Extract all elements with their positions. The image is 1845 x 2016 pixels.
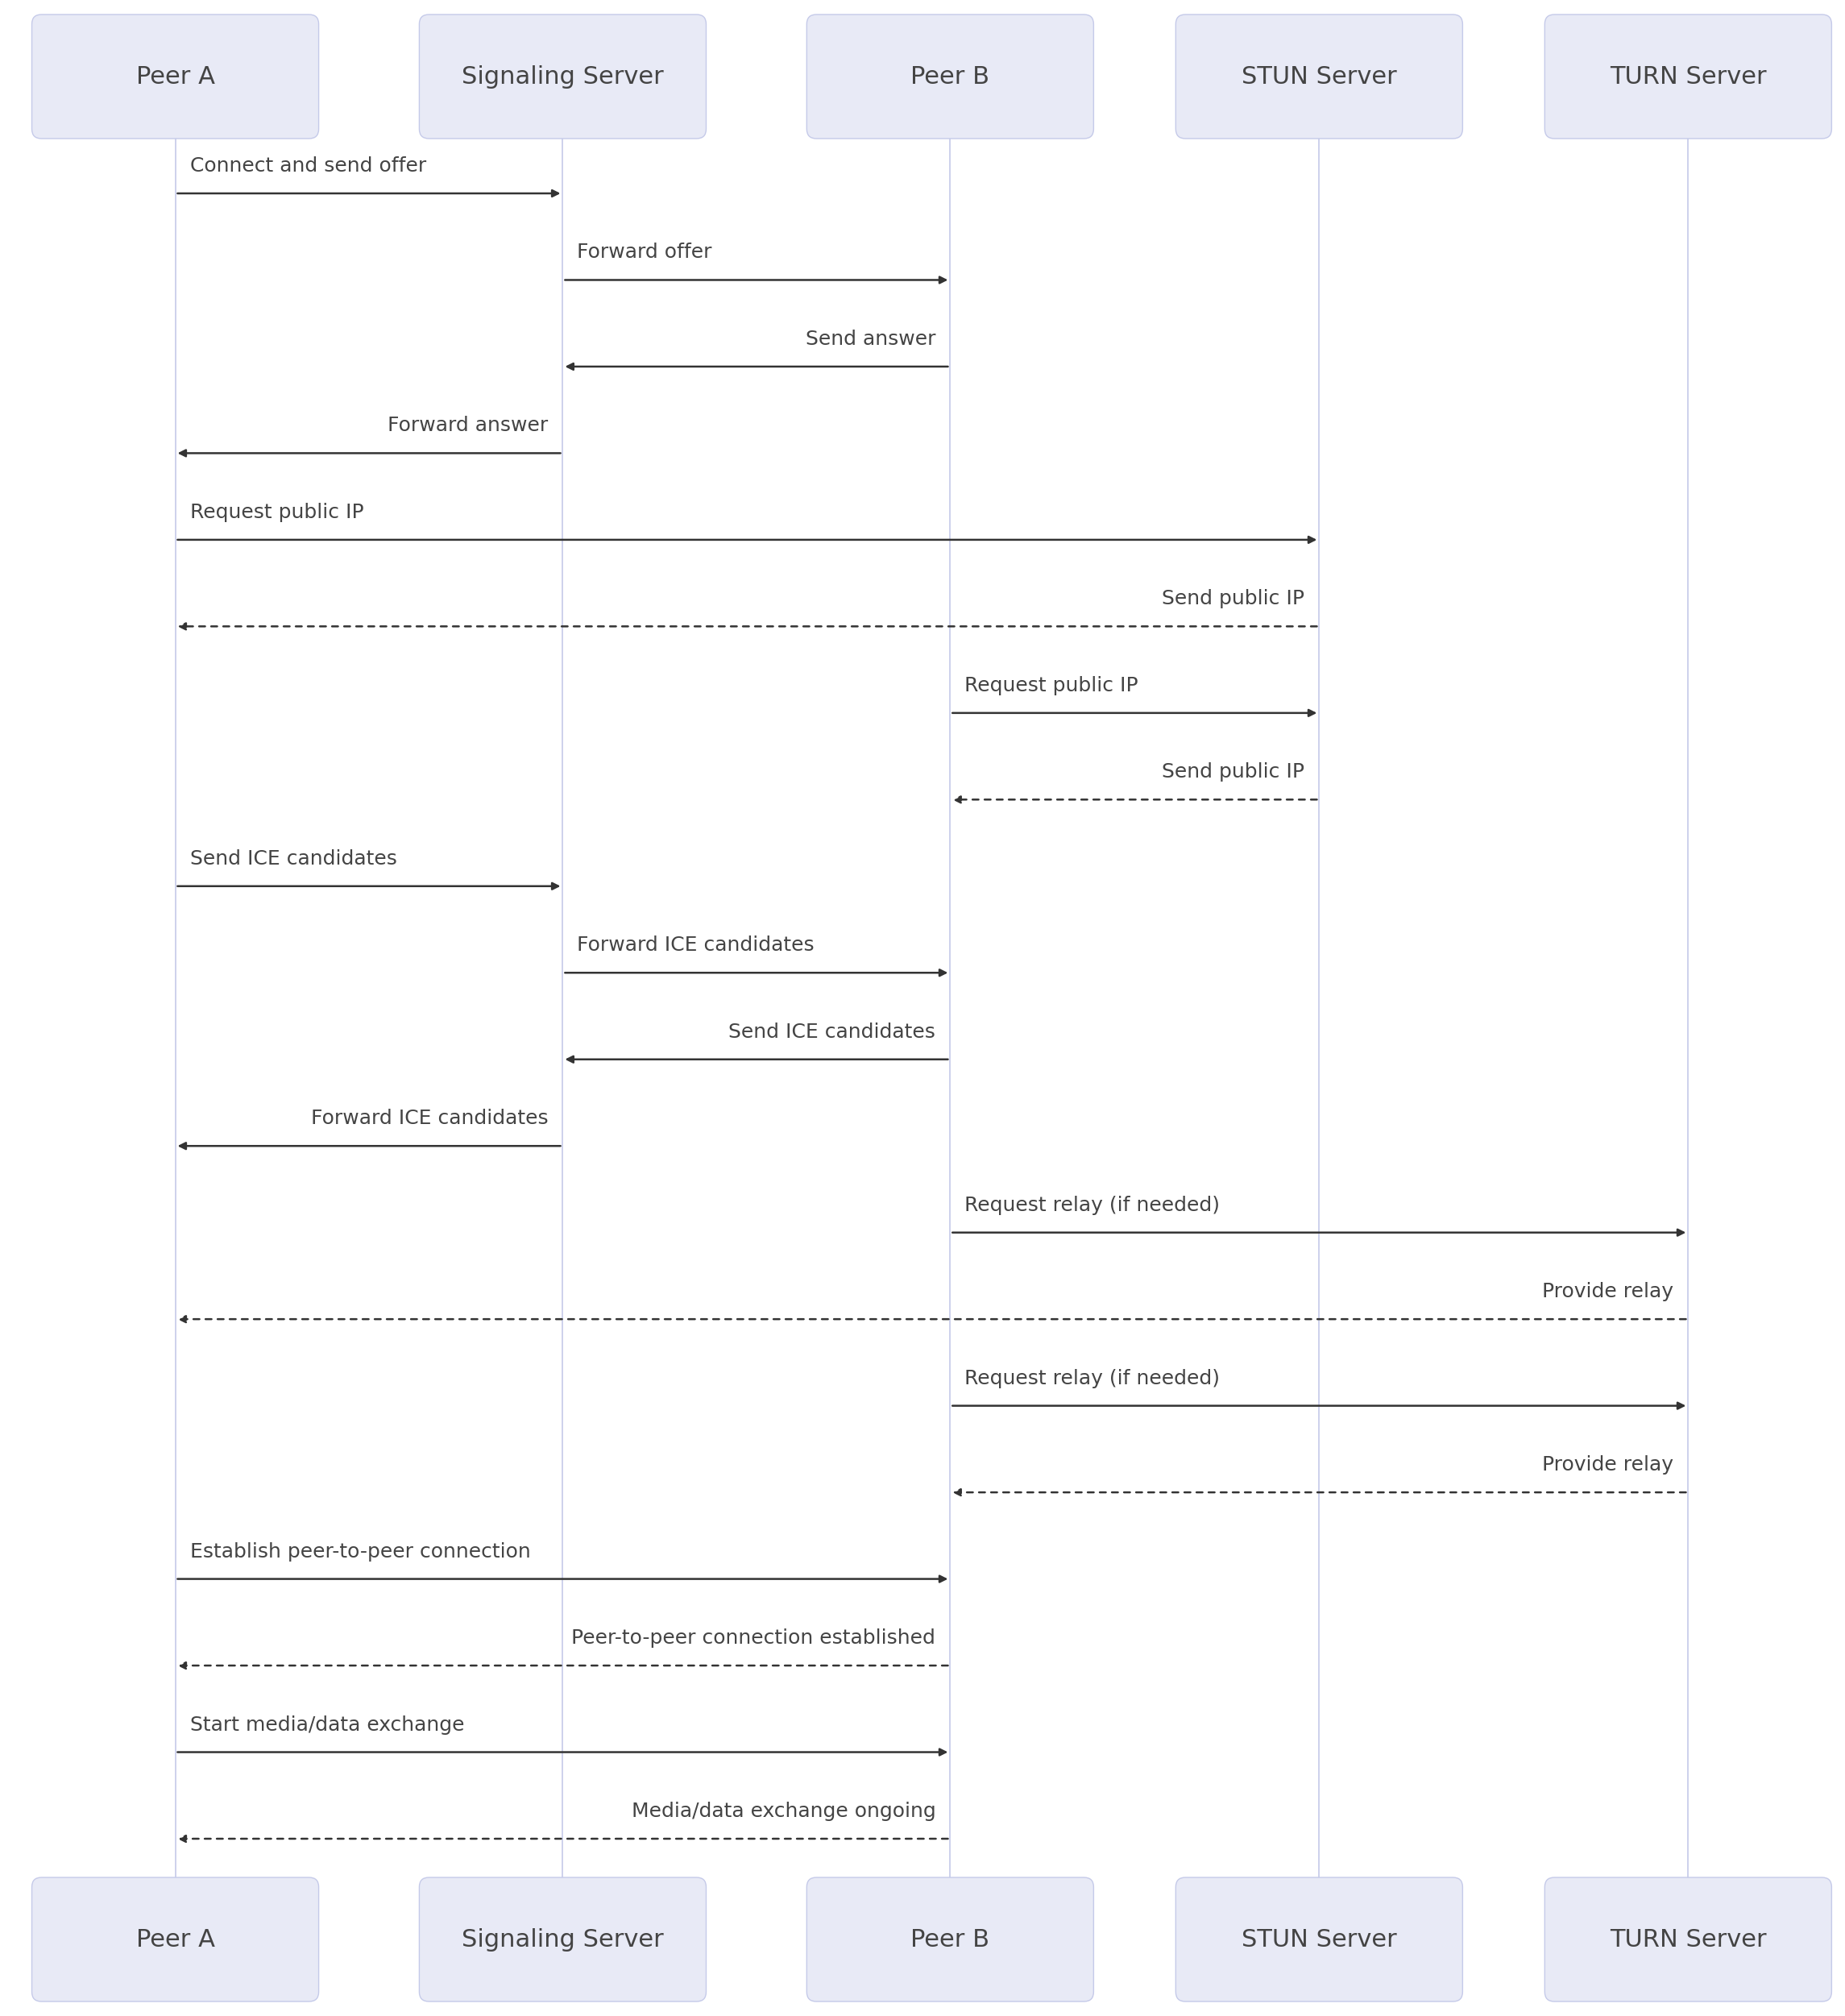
FancyBboxPatch shape [806, 1877, 1094, 2002]
FancyBboxPatch shape [1544, 14, 1832, 139]
Text: Request relay (if needed): Request relay (if needed) [965, 1195, 1220, 1216]
FancyBboxPatch shape [1175, 14, 1463, 139]
Text: Send public IP: Send public IP [1162, 589, 1304, 609]
Text: STUN Server: STUN Server [1242, 1927, 1397, 1951]
Text: Signaling Server: Signaling Server [461, 1927, 664, 1951]
FancyBboxPatch shape [31, 14, 319, 139]
Text: Send answer: Send answer [806, 329, 935, 349]
FancyBboxPatch shape [419, 14, 707, 139]
Text: Forward answer: Forward answer [387, 415, 548, 435]
Text: Connect and send offer: Connect and send offer [190, 157, 426, 175]
Text: Peer-to-peer connection established: Peer-to-peer connection established [572, 1629, 935, 1647]
FancyBboxPatch shape [1175, 1877, 1463, 2002]
Text: Request public IP: Request public IP [965, 675, 1138, 696]
FancyBboxPatch shape [419, 1877, 707, 2002]
FancyBboxPatch shape [806, 14, 1094, 139]
Text: Peer B: Peer B [911, 65, 989, 89]
Text: TURN Server: TURN Server [1611, 65, 1766, 89]
Text: Send ICE candidates: Send ICE candidates [729, 1022, 935, 1042]
Text: STUN Server: STUN Server [1242, 65, 1397, 89]
Text: Peer A: Peer A [137, 1927, 214, 1951]
Text: Signaling Server: Signaling Server [461, 65, 664, 89]
Text: Request public IP: Request public IP [190, 502, 363, 522]
Text: Peer A: Peer A [137, 65, 214, 89]
Text: Forward offer: Forward offer [577, 242, 712, 262]
Text: Forward ICE candidates: Forward ICE candidates [310, 1109, 548, 1129]
Text: Forward ICE candidates: Forward ICE candidates [577, 935, 815, 956]
Text: Send ICE candidates: Send ICE candidates [190, 849, 397, 869]
Text: TURN Server: TURN Server [1611, 1927, 1766, 1951]
Text: Provide relay: Provide relay [1542, 1282, 1673, 1302]
Text: Send public IP: Send public IP [1162, 762, 1304, 782]
FancyBboxPatch shape [1544, 1877, 1832, 2002]
Text: Media/data exchange ongoing: Media/data exchange ongoing [631, 1802, 935, 1820]
Text: Peer B: Peer B [911, 1927, 989, 1951]
Text: Start media/data exchange: Start media/data exchange [190, 1716, 465, 1734]
Text: Establish peer-to-peer connection: Establish peer-to-peer connection [190, 1542, 530, 1560]
Text: Provide relay: Provide relay [1542, 1456, 1673, 1474]
FancyBboxPatch shape [31, 1877, 319, 2002]
Text: Request relay (if needed): Request relay (if needed) [965, 1369, 1220, 1389]
